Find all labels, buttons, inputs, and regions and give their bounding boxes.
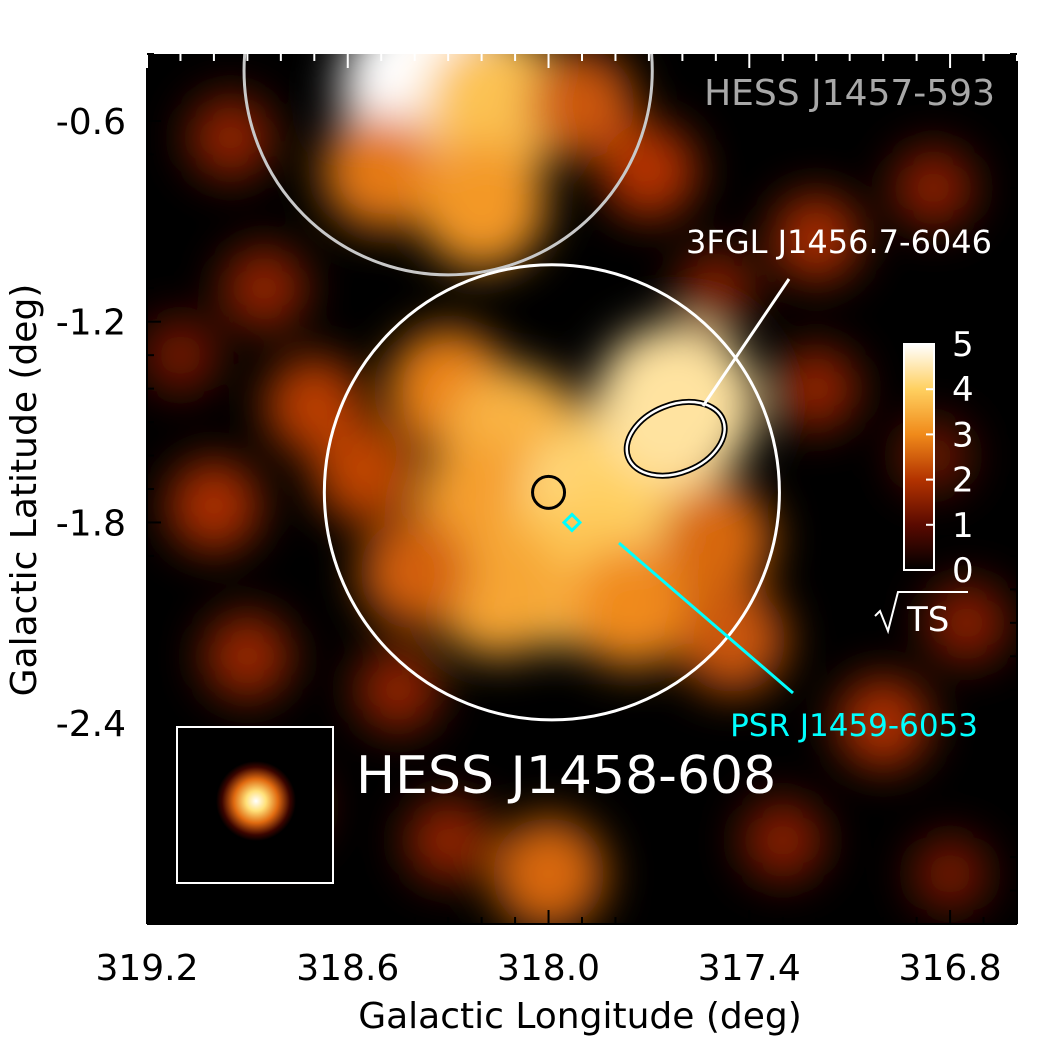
x-axis-label: Galactic Longitude (deg) (358, 996, 802, 1037)
heat-blob (167, 459, 261, 553)
colorbar-tick-label: 2 (952, 461, 974, 501)
heat-blob (416, 139, 547, 270)
pulsar-marker (561, 512, 583, 533)
label-psr-j1459: PSR J1459-6053 (730, 708, 978, 744)
heat-blob (741, 799, 824, 882)
heat-blob (188, 95, 274, 181)
y-tick-label: -0.6 (56, 102, 126, 143)
x-tick-label: 317.4 (698, 948, 801, 989)
psf-inset (176, 726, 334, 884)
source-overlays (242, 54, 794, 722)
colorbar-tick-label: 3 (952, 415, 974, 455)
colorbar-tick-label: 4 (952, 370, 974, 410)
heat-blob (528, 54, 636, 158)
colorbar-label: TS (874, 591, 968, 640)
fermi-error-ellipse (623, 398, 728, 479)
heat-blob (147, 316, 219, 394)
colorbar: 0 1 2 3 4 5 TS (874, 325, 974, 640)
heat-blob (359, 517, 470, 628)
x-tick-label: 318.6 (296, 948, 399, 989)
heat-blob (203, 612, 292, 701)
heat-blob (264, 355, 364, 455)
fermi-ellipse-stroke (625, 400, 726, 477)
hess-j1458-608-region (322, 263, 781, 722)
heat-blob (492, 817, 605, 924)
heat-blob (676, 248, 756, 328)
x-tick-label: 318.0 (497, 948, 600, 989)
y-tick-label: -2.4 (56, 704, 126, 745)
heat-blob (659, 482, 773, 596)
psf-spot (216, 761, 296, 841)
colorbar-label-text: TS (906, 600, 949, 640)
colorbar-tick-label: 5 (952, 325, 974, 365)
heat-blob (322, 111, 441, 231)
label-3fgl-j1456: 3FGL J1456.7-6046 (686, 223, 992, 261)
hess-j1457-593-region (242, 54, 654, 277)
heat-blob (600, 123, 697, 220)
y-axis-label: Galactic Latitude (deg) (4, 284, 45, 697)
heat-blob (570, 544, 695, 669)
label-hess-j1458-608: HESS J1458-608 (356, 746, 776, 806)
y-tick-label: -1.2 (56, 303, 126, 344)
heat-blob (925, 581, 1008, 664)
axes: 319.2 318.6 318.0 317.4 316.8 -0.6 -1.2 -1.8 -2… (56, 53, 1018, 989)
heat-blob (892, 146, 975, 229)
heat-blob (773, 346, 859, 432)
x-tick-label: 319.2 (95, 948, 198, 989)
heat-blob (911, 835, 989, 913)
label-hess-j1457-593: HESS J1457-593 (704, 73, 995, 114)
hess-centroid-marker (531, 474, 567, 510)
heat-blob (836, 676, 930, 770)
fermi-pointer-line (701, 278, 791, 407)
y-tick-label: -1.8 (56, 503, 126, 544)
heat-blob (405, 797, 491, 883)
heat-blob (221, 245, 307, 331)
ts-heatmap (147, 54, 1008, 924)
pulsar-pointer-line (618, 541, 794, 695)
heat-blob (355, 647, 441, 733)
heat-blob (771, 192, 862, 284)
colorbar-tick-label: 1 (952, 506, 974, 546)
x-tick-label: 316.8 (899, 948, 1002, 989)
colorbar-tick-label: 0 (952, 551, 974, 591)
